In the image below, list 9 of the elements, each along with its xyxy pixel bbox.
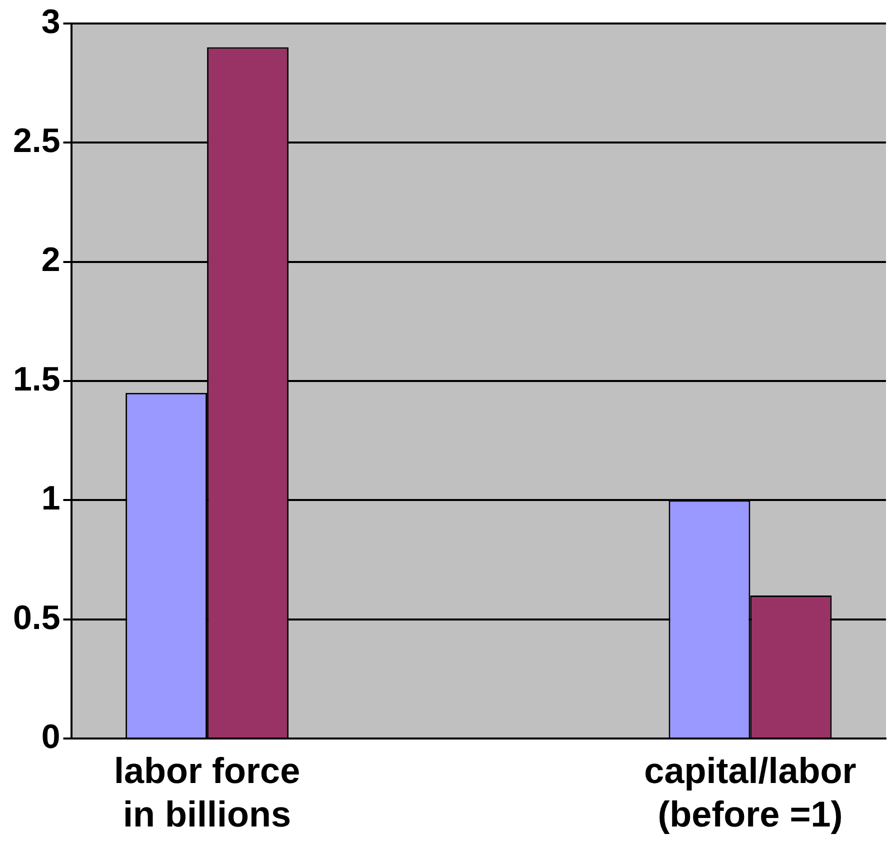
x-tick-label: capital/labor (before =1) bbox=[644, 750, 856, 834]
y-tick-label: 0.5 bbox=[13, 598, 60, 637]
y-tick-label: 1.5 bbox=[13, 360, 60, 398]
y-tick-label: 0 bbox=[41, 718, 60, 756]
y-tick-label: 2.5 bbox=[13, 122, 60, 160]
y-tick-label: 1 bbox=[41, 480, 60, 518]
y-tick-label: 3 bbox=[41, 2, 60, 41]
y-tick-label: 2 bbox=[41, 241, 60, 280]
x-tick-label: labor force in billions bbox=[114, 750, 300, 834]
